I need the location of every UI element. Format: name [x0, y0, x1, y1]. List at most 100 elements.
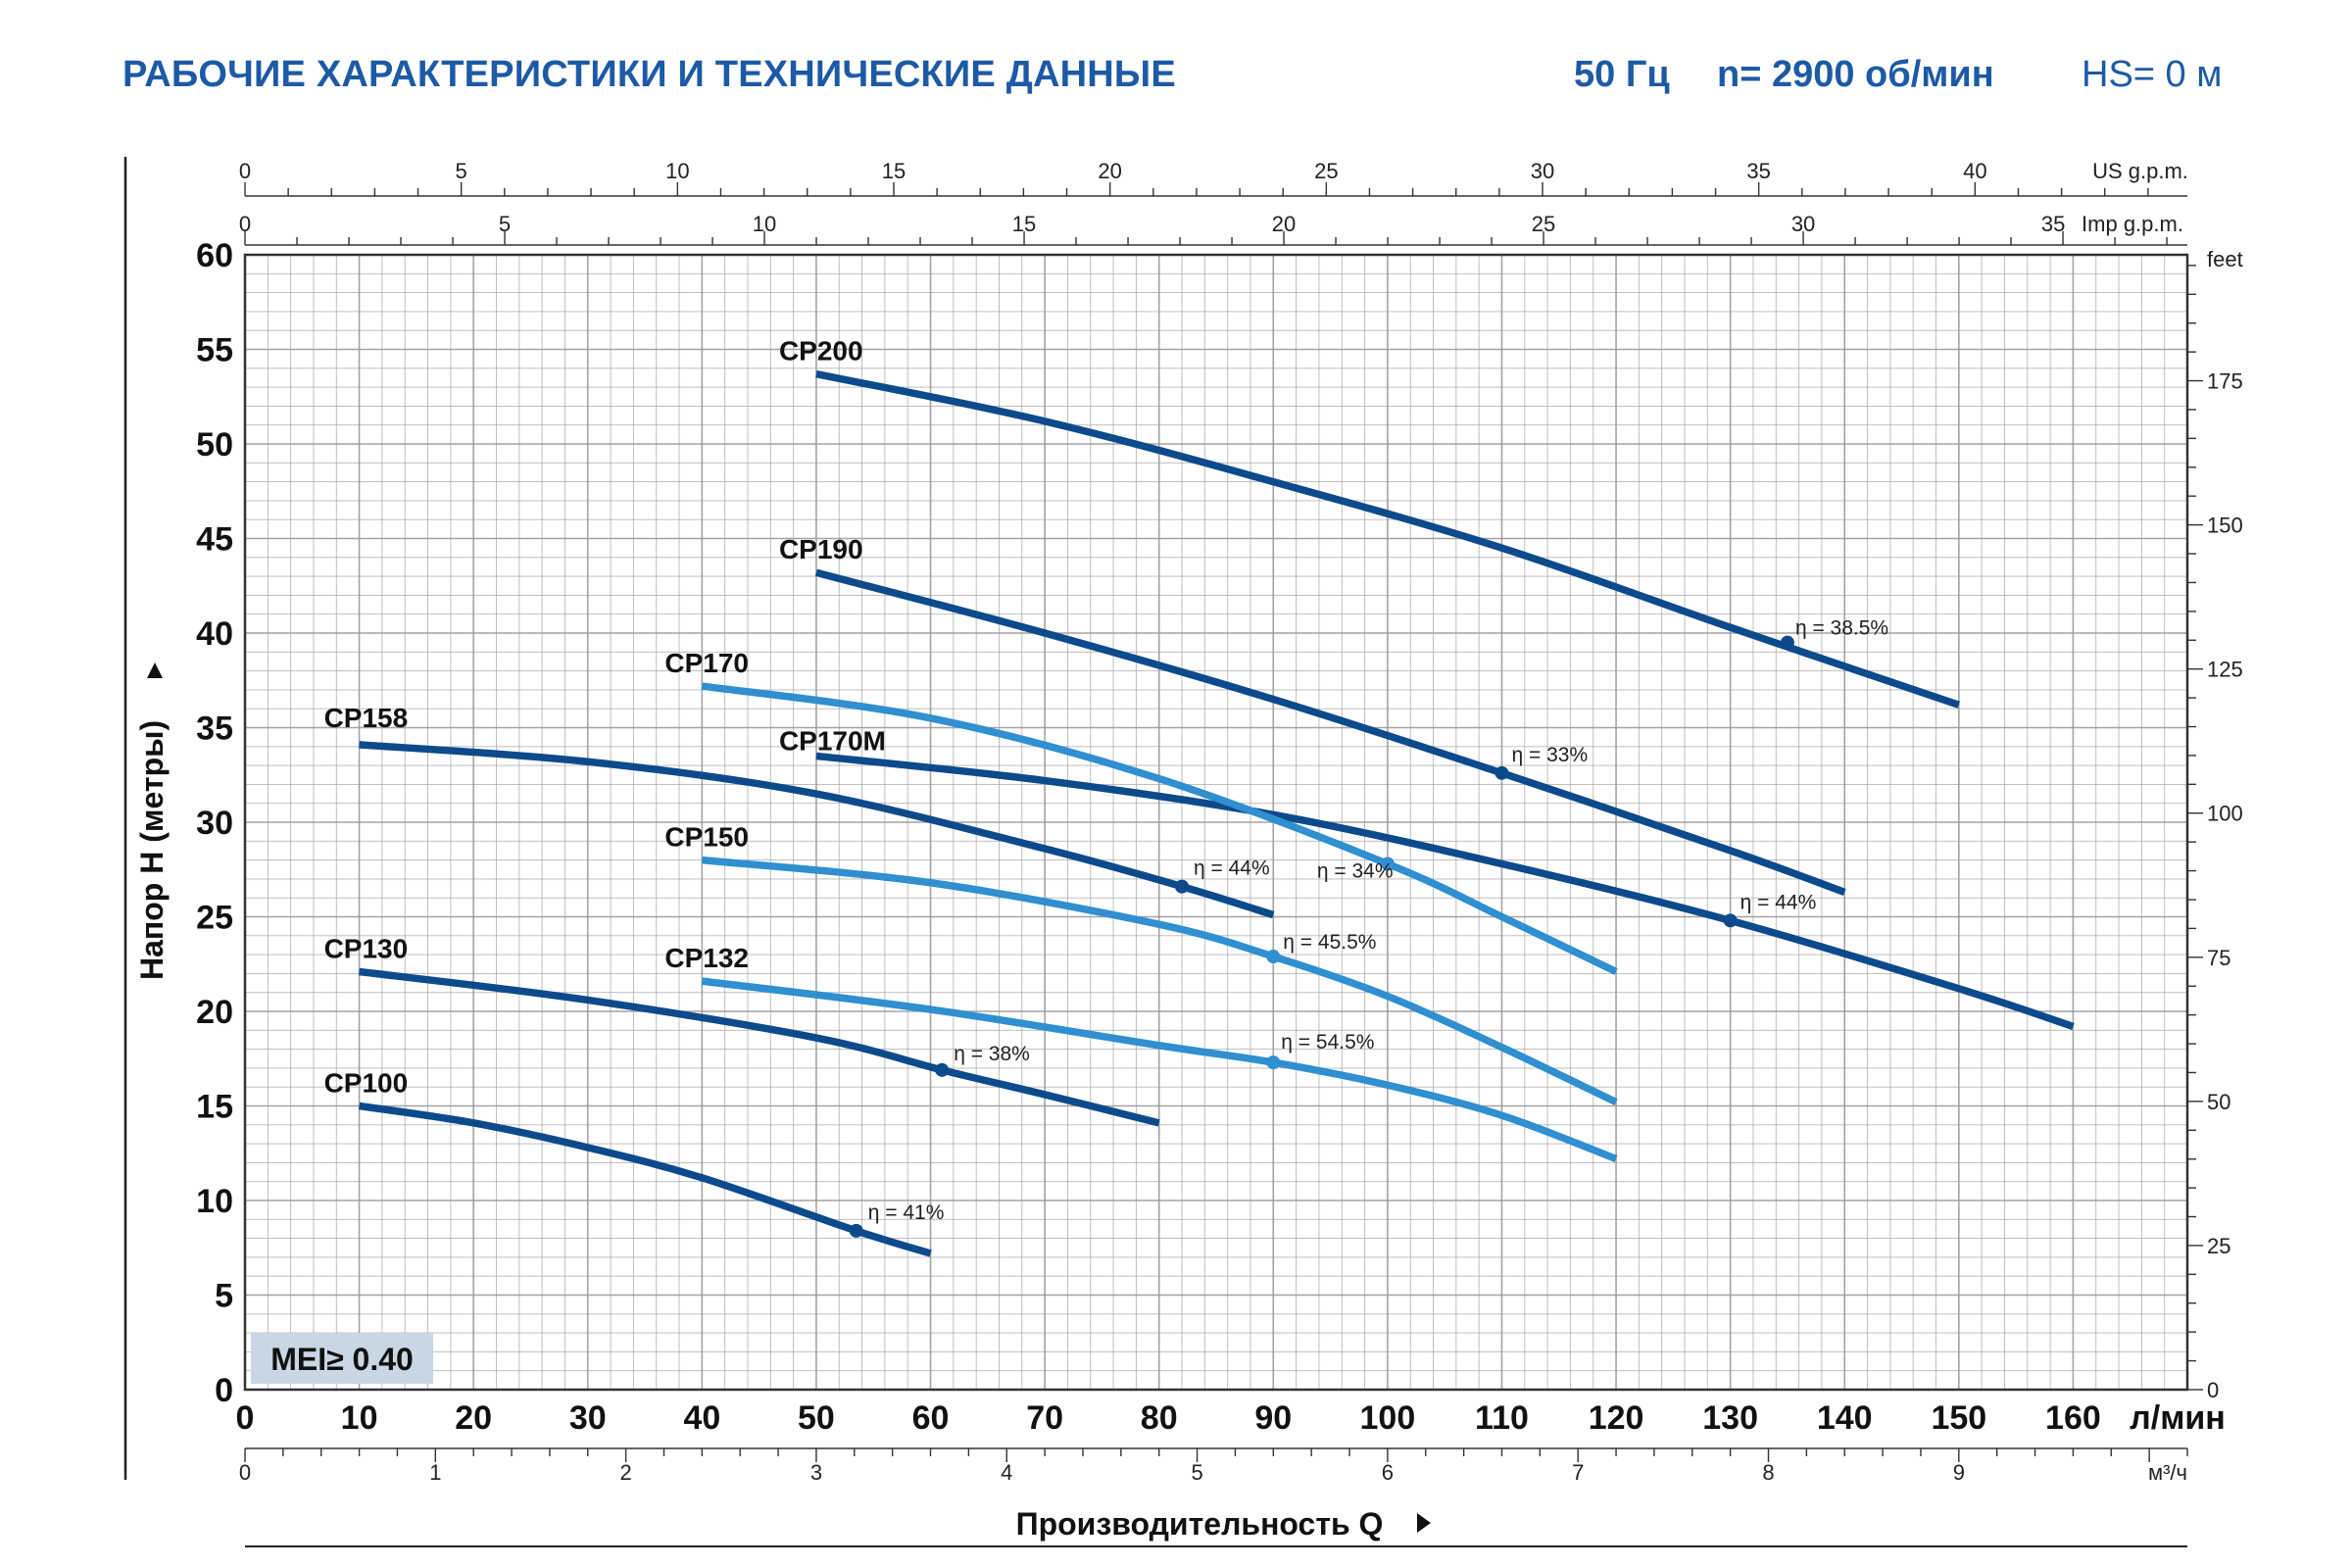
x-tick-label: 90 — [1254, 1399, 1292, 1437]
y-tick-label: 30 — [196, 805, 233, 842]
feet-unit-label: feet — [2207, 247, 2243, 271]
us-gpm-unit-label: US g.p.m. — [2092, 159, 2188, 183]
efficiency-point-cp100 — [849, 1223, 863, 1238]
curve-cp170m — [815, 752, 2075, 1031]
x-axis-title: Производительность Q — [1016, 1506, 1384, 1542]
x-tick-label: 30 — [569, 1399, 607, 1437]
m3h-tick-label: 1 — [429, 1460, 441, 1485]
chart-labels: MEI≥ 0.40 CP200 η = 38.5% CP190 η = 33% CP170… — [251, 336, 1888, 1384]
x-tick-label: 20 — [455, 1399, 492, 1437]
imp-gpm-tick-label: 30 — [1791, 212, 1815, 236]
efficiency-label-cp158: η = 44% — [1194, 858, 1270, 880]
y-tick-label: 55 — [196, 332, 233, 369]
y-tick-label: 40 — [196, 615, 233, 653]
us-gpm-tick-label: 10 — [665, 159, 689, 183]
y-tick-label: 5 — [215, 1278, 233, 1315]
curve-cp132 — [701, 977, 1618, 1163]
m3h-tick-label: 3 — [810, 1460, 822, 1485]
x-tick-label: 110 — [1475, 1399, 1529, 1437]
series-label-cp170m: CP170M — [779, 725, 886, 756]
m3h-tick-label: 2 — [620, 1460, 632, 1485]
y-tick-label: 60 — [196, 237, 233, 274]
page-header: РАБОЧИЕ ХАРАКТЕРИСТИКИ И ТЕХНИЧЕСКИЕ ДАН… — [0, 0, 2352, 147]
efficiency-label-cp150: η = 45.5% — [1283, 931, 1376, 954]
mei-badge: MEI≥ 0.40 — [270, 1342, 414, 1377]
x-tick-label: 60 — [912, 1399, 950, 1437]
efficiency-label-cp170: η = 34% — [1317, 859, 1394, 882]
series-label-cp132: CP132 — [664, 943, 749, 973]
us-gpm-tick-label: 25 — [1314, 159, 1338, 183]
efficiency-label-cp130: η = 38% — [954, 1043, 1030, 1065]
feet-tick-label: 0 — [2207, 1378, 2219, 1402]
m3h-tick-label: 7 — [1572, 1460, 1584, 1485]
m3h-unit-label: м³/ч — [2148, 1460, 2187, 1485]
x-tick-label: 50 — [798, 1399, 835, 1437]
efficiency-point-cp170 — [1380, 857, 1395, 871]
m3h-tick-label: 6 — [1382, 1460, 1394, 1485]
efficiency-point-cp200 — [1780, 635, 1794, 650]
series-label-cp130: CP130 — [324, 933, 409, 963]
x-tick-label: 150 — [1931, 1399, 1986, 1437]
efficiency-point-cp150 — [1266, 950, 1281, 964]
x-tick-label: 40 — [683, 1399, 720, 1437]
imp-gpm-tick-label: 10 — [753, 212, 776, 236]
y-tick-label: 0 — [215, 1372, 233, 1409]
efficiency-point-cp130 — [935, 1062, 950, 1077]
imp-gpm-unit-label: Imp g.p.m. — [2082, 212, 2183, 236]
m3h-tick-label: 0 — [239, 1460, 251, 1485]
efficiency-label-cp200: η = 38.5% — [1795, 617, 1888, 640]
y-tick-label: 35 — [196, 710, 233, 748]
x-unit-label: л/мин — [2130, 1399, 2226, 1437]
speed-label: n= 2900 об/мин — [1717, 54, 1994, 95]
us-gpm-tick-label: 5 — [456, 159, 467, 183]
feet-tick-label: 50 — [2207, 1090, 2230, 1114]
efficiency-label-cp170m: η = 44% — [1740, 891, 1817, 913]
feet-tick-label: 75 — [2207, 946, 2230, 970]
y-tick-label: 20 — [196, 994, 233, 1031]
us-gpm-tick-label: 35 — [1746, 159, 1770, 183]
x-axis-arrow — [1417, 1513, 1431, 1533]
y-tick-label: 45 — [196, 521, 233, 559]
y-tick-label: 10 — [196, 1183, 233, 1220]
curve-cp200 — [815, 369, 1961, 709]
imp-gpm-tick-label: 5 — [499, 212, 511, 236]
curve-cp130 — [359, 967, 1160, 1127]
x-tick-label: 10 — [341, 1399, 378, 1437]
series-label-cp158: CP158 — [324, 703, 409, 733]
efficiency-point-cp132 — [1266, 1055, 1281, 1070]
us-gpm-tick-label: 20 — [1098, 159, 1121, 183]
feet-tick-label: 25 — [2207, 1234, 2230, 1258]
plot-frame — [243, 253, 2189, 1392]
series-label-cp150: CP150 — [664, 822, 749, 853]
m3h-tick-label: 4 — [1001, 1460, 1012, 1485]
efficiency-label-cp132: η = 54.5% — [1281, 1031, 1374, 1054]
chart-grid — [243, 253, 2189, 1392]
y-tick-label: 15 — [196, 1089, 233, 1126]
feet-tick-label: 125 — [2207, 658, 2243, 682]
feet-tick-label: 100 — [2207, 802, 2243, 826]
x-tick-label: 130 — [1702, 1399, 1758, 1437]
m3h-tick-label: 9 — [1953, 1460, 1965, 1485]
x-tick-label: 0 — [236, 1399, 255, 1437]
efficiency-label-cp190: η = 33% — [1511, 744, 1588, 766]
series-label-cp170: CP170 — [664, 648, 749, 678]
imp-gpm-tick-label: 20 — [1272, 212, 1296, 236]
y-tick-label: 50 — [196, 426, 233, 464]
suction-height-label: HS= 0 м — [2082, 54, 2223, 95]
efficiency-point-cp158 — [1175, 879, 1190, 894]
us-gpm-tick-label: 0 — [239, 159, 251, 183]
y-axis-arrow — [147, 662, 163, 678]
frequency-label: 50 Гц — [1574, 54, 1670, 95]
x-tick-label: 80 — [1141, 1399, 1178, 1437]
curve-cp100 — [359, 1102, 932, 1257]
series-label-cp100: CP100 — [324, 1068, 409, 1099]
x-tick-label: 70 — [1026, 1399, 1063, 1437]
us-gpm-tick-label: 30 — [1531, 159, 1554, 183]
y-axis-title: Напор H (метры) — [134, 720, 170, 980]
x-tick-label: 140 — [1817, 1399, 1873, 1437]
m3h-tick-label: 5 — [1191, 1460, 1202, 1485]
x-tick-label: 100 — [1360, 1399, 1416, 1437]
x-tick-label: 120 — [1589, 1399, 1644, 1437]
imp-gpm-tick-label: 25 — [1532, 212, 1555, 236]
